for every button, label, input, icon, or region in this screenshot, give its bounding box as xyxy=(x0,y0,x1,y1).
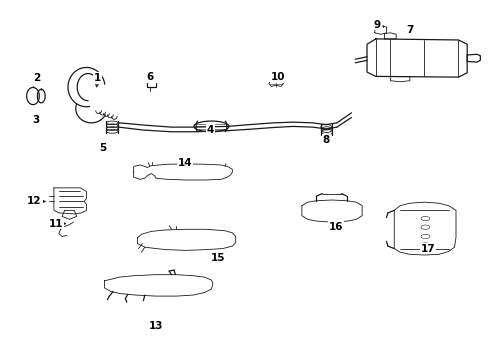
Text: 17: 17 xyxy=(420,244,435,253)
Text: 1: 1 xyxy=(94,73,101,83)
Text: 13: 13 xyxy=(148,321,163,331)
Text: 7: 7 xyxy=(406,25,413,35)
Text: 2: 2 xyxy=(33,73,40,83)
Text: 10: 10 xyxy=(271,72,285,82)
Text: 15: 15 xyxy=(210,253,224,263)
Text: 3: 3 xyxy=(33,115,40,125)
Text: 6: 6 xyxy=(146,72,153,82)
Text: 5: 5 xyxy=(99,143,106,153)
Text: 8: 8 xyxy=(322,135,329,145)
Text: 16: 16 xyxy=(328,222,343,232)
Text: 12: 12 xyxy=(27,197,41,206)
Text: 9: 9 xyxy=(373,19,380,30)
Text: 14: 14 xyxy=(178,158,192,168)
Text: 4: 4 xyxy=(206,125,214,135)
Text: 11: 11 xyxy=(48,219,63,229)
